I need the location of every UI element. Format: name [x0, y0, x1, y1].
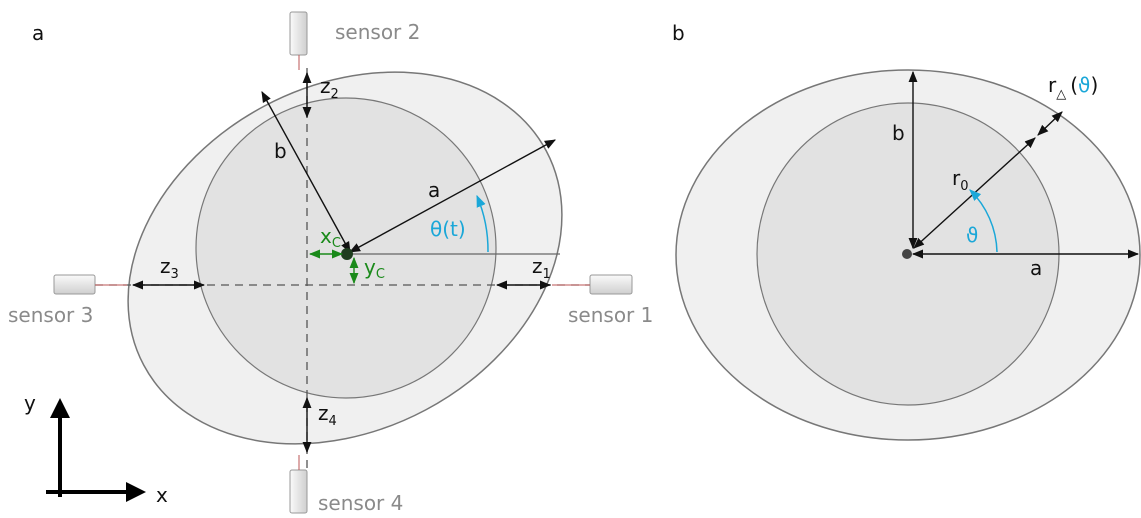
text-part: z — [318, 401, 329, 425]
deviation-label: r△(ϑ) — [1048, 73, 1098, 102]
text-part: y — [364, 255, 376, 279]
text-part: △ — [1056, 87, 1066, 102]
text-part: 4 — [329, 414, 337, 429]
panel-label: b — [672, 21, 685, 45]
axis-label: y — [24, 391, 36, 415]
text-part: z — [320, 74, 331, 98]
panel-b: b a b r0 r△(ϑ) ϑ — [672, 21, 1140, 440]
text-part: z — [532, 254, 543, 278]
sensor-label: sensor 2 — [335, 20, 420, 44]
sensor-label: sensor 1 — [568, 303, 653, 327]
sensor — [54, 275, 95, 294]
center-dot — [341, 248, 353, 260]
semi-axis-label: a — [428, 178, 440, 202]
sensor — [290, 12, 307, 55]
panel-a: a sensor 1 sensor 2 sensor 3 sensor 4 z1… — [8, 0, 653, 517]
semi-axis-label: b — [274, 139, 287, 163]
text-part: ( — [1070, 73, 1078, 97]
sensor — [590, 275, 632, 294]
angle-label: ϑ — [966, 223, 978, 247]
text-part: 0 — [960, 179, 968, 194]
text-part: C — [376, 267, 385, 282]
text-part: ) — [1090, 73, 1098, 97]
sensor-label: sensor 3 — [8, 303, 93, 327]
sensor-label: sensor 4 — [318, 491, 403, 515]
figure: a sensor 1 sensor 2 sensor 3 sensor 4 z1… — [0, 0, 1141, 518]
axis-label: x — [156, 483, 168, 507]
center-dot — [902, 249, 912, 259]
semi-axis-label: b — [892, 121, 905, 145]
text-part: z — [160, 254, 171, 278]
text-part: 1 — [543, 267, 551, 282]
text-part: x — [320, 224, 332, 248]
text-part: 2 — [331, 87, 339, 102]
text-part: ϑ — [1078, 73, 1090, 97]
text-part: 3 — [171, 267, 179, 282]
inner-circle — [196, 98, 496, 398]
gap-label: z2 — [320, 74, 339, 102]
text-part: C — [332, 236, 341, 251]
sensor — [290, 470, 307, 513]
panel-label: a — [32, 21, 44, 45]
semi-axis-label: a — [1030, 256, 1042, 280]
angle-label: θ(t) — [430, 217, 466, 241]
